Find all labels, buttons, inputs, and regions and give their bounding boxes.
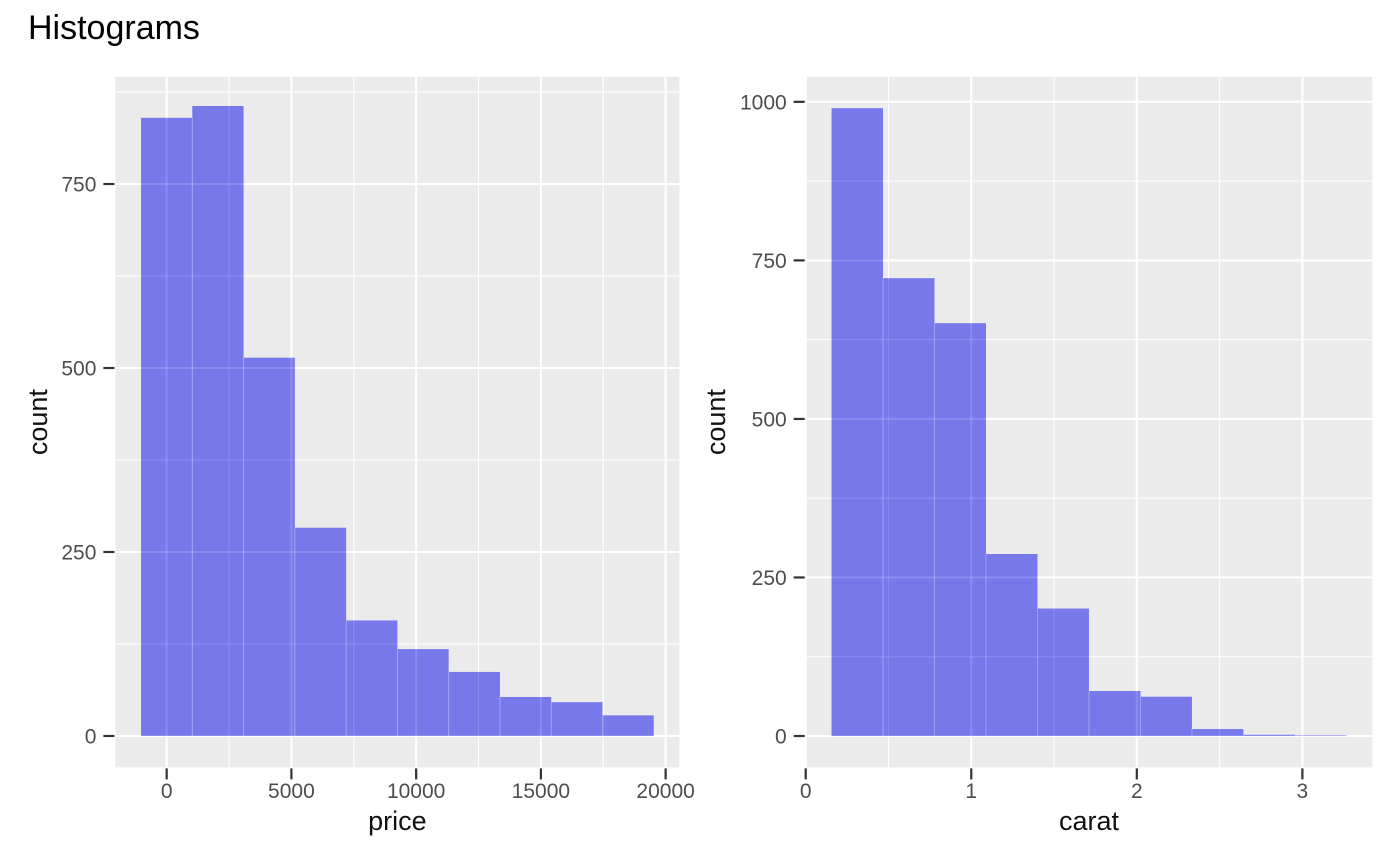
y-tick-label: 500 [61, 358, 96, 381]
x-tick-label: 20000 [636, 780, 694, 803]
histogram-bar [141, 117, 193, 736]
price-histogram-bars [141, 106, 654, 736]
x-tick-label: 0 [800, 780, 812, 803]
carat-histogram-plot: 0 1 2 3 0 250 500 750 1000 carat count [701, 76, 1373, 836]
histogram-bar [1140, 696, 1192, 737]
histogram-bar [192, 106, 244, 736]
y-tick-label: 0 [775, 726, 787, 749]
y-tick-label: 0 [85, 725, 97, 748]
histogram-bar [1037, 608, 1089, 737]
x-tick-label: 1 [965, 780, 977, 803]
y-tick-label: 1000 [740, 91, 787, 114]
x-tick-label: 2 [1131, 780, 1143, 803]
histogram-bar [831, 108, 884, 737]
x-tick-label: 10000 [387, 780, 445, 803]
y-axis-title: count [23, 389, 53, 456]
y-tick-label: 500 [752, 408, 787, 431]
histogram-bar [397, 649, 449, 736]
histogram-bar [1243, 734, 1296, 737]
histogram-bar [1295, 735, 1347, 737]
histogram-bar [1191, 729, 1244, 737]
histogram-bar [1088, 690, 1141, 737]
histogram-bar [985, 554, 1038, 737]
price-histogram-plot: 0 5000 10000 15000 20000 0 250 500 750 price count [23, 76, 695, 836]
y-tick-label: 750 [752, 250, 787, 273]
y-axis-title: count [701, 389, 731, 456]
carat-histogram-bars [831, 108, 1347, 737]
x-tick-label: 5000 [268, 780, 315, 803]
histogram-bar [602, 715, 654, 736]
histogram-bar [883, 278, 935, 737]
x-tick-label: 0 [161, 780, 173, 803]
histogram-bar [294, 527, 347, 736]
histogram-bar [346, 620, 398, 736]
histogram-bar [934, 323, 986, 737]
histogram-bar [448, 671, 500, 736]
x-axis-title: carat [1059, 806, 1120, 836]
x-axis-title: price [368, 806, 427, 836]
y-tick-label: 250 [752, 567, 787, 590]
y-tick-label: 750 [61, 174, 96, 197]
histogram-bar [243, 357, 295, 736]
histogram-bar [499, 696, 552, 736]
x-tick-label: 15000 [512, 780, 570, 803]
x-tick-label: 3 [1297, 780, 1309, 803]
y-tick-label: 250 [61, 541, 96, 564]
chart-title: Histograms [28, 9, 200, 47]
histogram-bar [551, 702, 603, 736]
